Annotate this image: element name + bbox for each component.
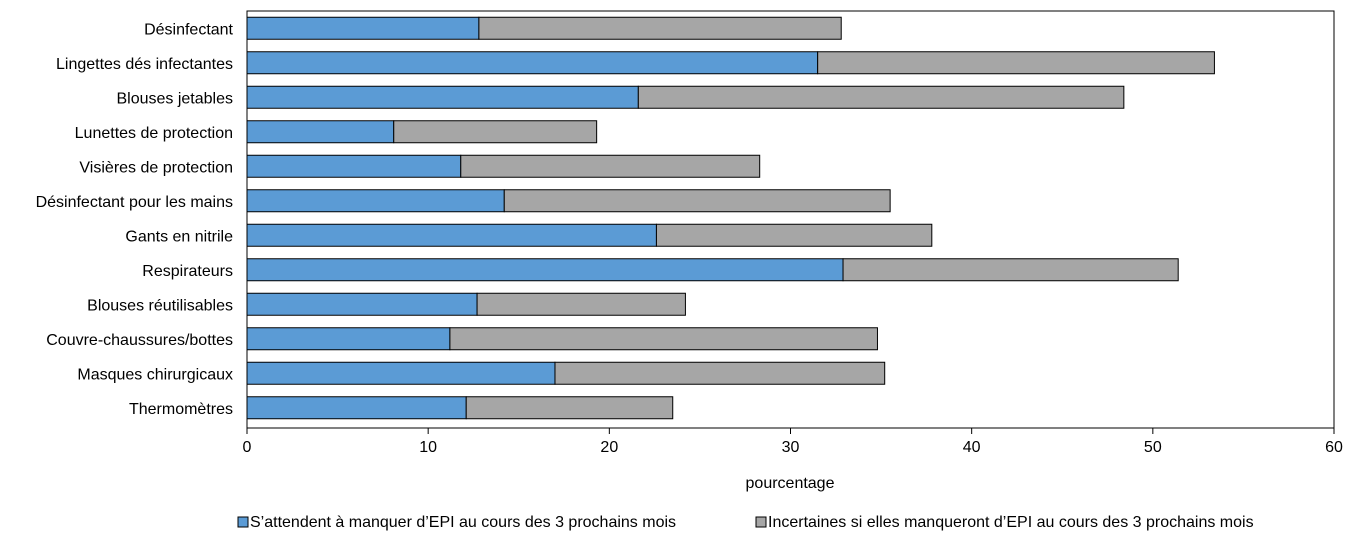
bar-series-2 (393, 120, 598, 144)
bar-series-1 (246, 16, 480, 40)
bar-series-1 (246, 327, 451, 351)
category-label: Couvre-chaussures/bottes (46, 332, 233, 349)
bar-series-1 (246, 189, 505, 213)
category-label: Lingettes dés infectantes (56, 56, 233, 73)
x-tick-label: 40 (963, 439, 981, 456)
x-tick-label: 60 (1325, 439, 1343, 456)
category-label: Désinfectant pour les mains (36, 194, 233, 211)
bar-series-1 (246, 292, 478, 316)
bars (246, 16, 1215, 420)
x-tick-label: 0 (243, 439, 252, 456)
bar-series-2 (476, 292, 686, 316)
bar-series-1 (246, 85, 639, 109)
x-tick-label: 20 (600, 439, 618, 456)
legend-swatch-series-2 (755, 516, 767, 528)
bar-series-1 (246, 258, 844, 282)
bar-series-1 (246, 154, 462, 178)
category-label: Masques chirurgicaux (77, 366, 233, 383)
category-label: Visières de protection (79, 159, 233, 176)
legend-label-series-1: S’attendent à manquer d’EPI au cours des… (250, 514, 676, 531)
bar-series-2 (503, 189, 891, 213)
x-tick-label: 50 (1144, 439, 1162, 456)
bar-series-2 (637, 85, 1125, 109)
bar-series-2 (655, 223, 933, 247)
bar-series-2 (465, 396, 674, 420)
x-tick-label: 30 (782, 439, 800, 456)
x-axis-title: pourcentage (746, 475, 835, 492)
category-label: Respirateurs (142, 263, 233, 280)
bar-series-2 (460, 154, 761, 178)
category-labels: Désinfectant Lingettes dés infectantes Blo… (36, 21, 234, 418)
legend-swatch-series-1 (237, 516, 249, 528)
bar-series-2 (478, 16, 842, 40)
x-axis-ticks: 0 10 20 30 40 50 60 (243, 428, 1343, 456)
category-label: Lunettes de protection (75, 125, 233, 142)
bar-series-2 (842, 258, 1179, 282)
bar-series-2 (817, 51, 1215, 75)
x-tick-label: 10 (419, 439, 437, 456)
category-label: Désinfectant (144, 21, 233, 38)
bar-series-1 (246, 120, 395, 144)
category-label: Gants en nitrile (125, 228, 233, 245)
bar-series-2 (554, 361, 886, 385)
category-label: Blouses réutilisables (87, 297, 233, 314)
category-label: Blouses jetables (116, 90, 233, 107)
bar-series-1 (246, 223, 657, 247)
legend-label-series-2: Incertaines si elles manqueront d’EPI au… (768, 514, 1254, 531)
bar-series-2 (449, 327, 878, 351)
bar-series-1 (246, 361, 556, 385)
bar-series-1 (246, 396, 467, 420)
bar-series-1 (246, 51, 819, 75)
legend: S’attendent à manquer d’EPI au cours des… (237, 514, 1254, 531)
category-label: Thermomètres (129, 401, 233, 418)
